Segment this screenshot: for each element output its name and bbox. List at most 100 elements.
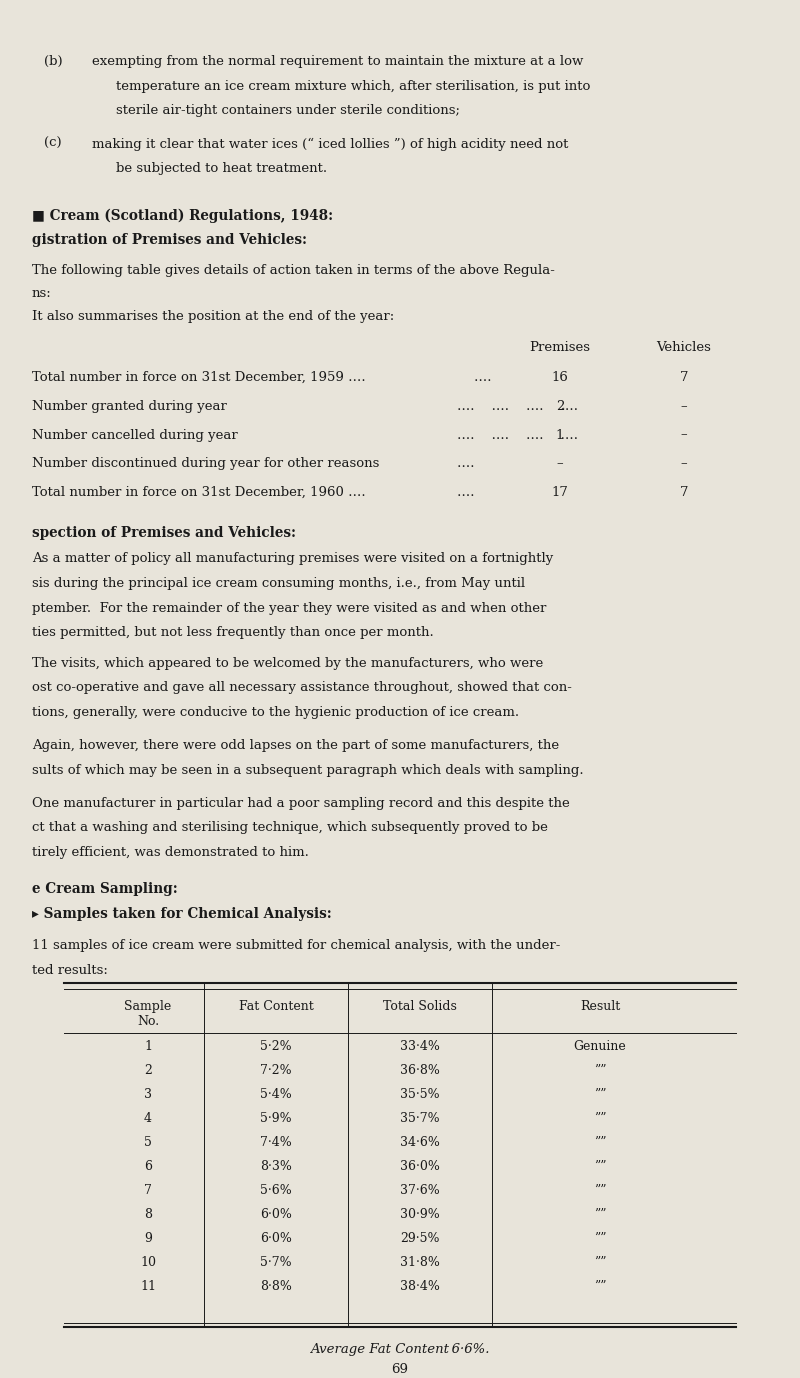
Text: One manufacturer in particular had a poor sampling record and this despite the: One manufacturer in particular had a poo… bbox=[32, 796, 570, 810]
Text: Total number in force on 31st December, 1959 ….: Total number in force on 31st December, … bbox=[32, 371, 366, 384]
Text: 34·6%: 34·6% bbox=[400, 1135, 440, 1149]
Text: e Cream Sampling:: e Cream Sampling: bbox=[32, 882, 178, 896]
Text: ””: ”” bbox=[594, 1112, 606, 1124]
Text: ▸ Samples taken for Chemical Analysis:: ▸ Samples taken for Chemical Analysis: bbox=[32, 907, 332, 921]
Text: sis during the principal ice cream consuming months, i.e., from May until: sis during the principal ice cream consu… bbox=[32, 577, 525, 590]
Text: making it clear that water ices (“ iced lollies ”) of high acidity need not: making it clear that water ices (“ iced … bbox=[92, 138, 568, 150]
Text: ….: …. bbox=[440, 371, 491, 384]
Text: It also summarises the position at the end of the year:: It also summarises the position at the e… bbox=[32, 310, 394, 324]
Text: 5·4%: 5·4% bbox=[260, 1087, 292, 1101]
Text: 6·0%: 6·0% bbox=[260, 1209, 292, 1221]
Text: (b): (b) bbox=[44, 55, 62, 68]
Text: –: – bbox=[557, 457, 563, 470]
Text: 36·0%: 36·0% bbox=[400, 1160, 440, 1173]
Text: ””: ”” bbox=[594, 1160, 606, 1173]
Text: Premises: Premises bbox=[530, 340, 590, 354]
Text: –: – bbox=[681, 429, 687, 441]
Text: 38·4%: 38·4% bbox=[400, 1280, 440, 1293]
Text: 29·5%: 29·5% bbox=[400, 1232, 440, 1244]
Text: The following table gives details of action taken in terms of the above Regula-: The following table gives details of act… bbox=[32, 263, 555, 277]
Text: ””: ”” bbox=[594, 1280, 606, 1293]
Text: ted results:: ted results: bbox=[32, 965, 108, 977]
Text: Average Fat Content 6·6%.: Average Fat Content 6·6%. bbox=[310, 1344, 490, 1356]
Text: be subjected to heat treatment.: be subjected to heat treatment. bbox=[116, 163, 327, 175]
Text: 37·6%: 37·6% bbox=[400, 1184, 440, 1197]
Text: Again, however, there were odd lapses on the part of some manufacturers, the: Again, however, there were odd lapses on… bbox=[32, 739, 559, 752]
Text: exempting from the normal requirement to maintain the mixture at a low: exempting from the normal requirement to… bbox=[92, 55, 583, 68]
Text: 4: 4 bbox=[144, 1112, 152, 1124]
Text: ties permitted, but not less frequently than once per month.: ties permitted, but not less frequently … bbox=[32, 627, 434, 639]
Text: 5·2%: 5·2% bbox=[260, 1040, 292, 1053]
Text: Number granted during year: Number granted during year bbox=[32, 400, 227, 412]
Text: As a matter of policy all manufacturing premises were visited on a fortnightly: As a matter of policy all manufacturing … bbox=[32, 553, 554, 565]
Text: 5: 5 bbox=[144, 1135, 152, 1149]
Text: –: – bbox=[681, 400, 687, 412]
Text: 9: 9 bbox=[144, 1232, 152, 1244]
Text: 33·4%: 33·4% bbox=[400, 1040, 440, 1053]
Text: 2: 2 bbox=[556, 400, 564, 412]
Text: sults of which may be seen in a subsequent paragraph which deals with sampling.: sults of which may be seen in a subseque… bbox=[32, 763, 584, 777]
Text: ns:: ns: bbox=[32, 287, 52, 300]
Text: –: – bbox=[681, 457, 687, 470]
Text: ptember.  For the remainder of the year they were visited as and when other: ptember. For the remainder of the year t… bbox=[32, 602, 546, 615]
Text: 31·8%: 31·8% bbox=[400, 1257, 440, 1269]
Text: 30·9%: 30·9% bbox=[400, 1209, 440, 1221]
Text: 69: 69 bbox=[391, 1363, 409, 1375]
Text: (c): (c) bbox=[44, 138, 62, 150]
Text: 8: 8 bbox=[144, 1209, 152, 1221]
Text: ””: ”” bbox=[594, 1257, 606, 1269]
Text: ost co-operative and gave all necessary assistance throughout, showed that con-: ost co-operative and gave all necessary … bbox=[32, 681, 572, 695]
Text: tions, generally, were conducive to the hygienic production of ice cream.: tions, generally, were conducive to the … bbox=[32, 706, 519, 719]
Text: Total Solids: Total Solids bbox=[383, 1000, 457, 1013]
Text: 16: 16 bbox=[551, 371, 569, 384]
Text: 1: 1 bbox=[556, 429, 564, 441]
Text: ””: ”” bbox=[594, 1209, 606, 1221]
Text: 17: 17 bbox=[551, 486, 569, 499]
Text: The visits, which appeared to be welcomed by the manufacturers, who were: The visits, which appeared to be welcome… bbox=[32, 656, 543, 670]
Text: Fat Content: Fat Content bbox=[238, 1000, 314, 1013]
Text: 5·6%: 5·6% bbox=[260, 1184, 292, 1197]
Text: 1: 1 bbox=[144, 1040, 152, 1053]
Text: ….    ….    ….    ….: …. …. …. …. bbox=[440, 429, 578, 441]
Text: 7: 7 bbox=[680, 371, 688, 384]
Text: 11: 11 bbox=[140, 1280, 156, 1293]
Text: 7: 7 bbox=[680, 486, 688, 499]
Text: 8·8%: 8·8% bbox=[260, 1280, 292, 1293]
Text: Number discontinued during year for other reasons: Number discontinued during year for othe… bbox=[32, 457, 379, 470]
Text: 35·5%: 35·5% bbox=[400, 1087, 440, 1101]
Text: 6: 6 bbox=[144, 1160, 152, 1173]
Text: spection of Premises and Vehicles:: spection of Premises and Vehicles: bbox=[32, 526, 296, 540]
Text: 2: 2 bbox=[144, 1064, 152, 1076]
Text: ””: ”” bbox=[594, 1232, 606, 1244]
Text: Vehicles: Vehicles bbox=[657, 340, 711, 354]
Text: 7·4%: 7·4% bbox=[260, 1135, 292, 1149]
Text: ””: ”” bbox=[594, 1087, 606, 1101]
Text: ””: ”” bbox=[594, 1184, 606, 1197]
Text: 10: 10 bbox=[140, 1257, 156, 1269]
Text: ■ Cream (Scotland) Regulations, 1948:: ■ Cream (Scotland) Regulations, 1948: bbox=[32, 209, 333, 223]
Text: ….    ….    ….    ….: …. …. …. …. bbox=[440, 400, 578, 412]
Text: Total number in force on 31st December, 1960 ….: Total number in force on 31st December, … bbox=[32, 486, 366, 499]
Text: gistration of Premises and Vehicles:: gistration of Premises and Vehicles: bbox=[32, 233, 307, 248]
Text: 7·2%: 7·2% bbox=[260, 1064, 292, 1076]
Text: Result: Result bbox=[580, 1000, 620, 1013]
Text: 35·7%: 35·7% bbox=[400, 1112, 440, 1124]
Text: ””: ”” bbox=[594, 1064, 606, 1076]
Text: 8·3%: 8·3% bbox=[260, 1160, 292, 1173]
Text: 6·0%: 6·0% bbox=[260, 1232, 292, 1244]
Text: sterile air-tight containers under sterile conditions;: sterile air-tight containers under steri… bbox=[116, 105, 460, 117]
Text: 7: 7 bbox=[144, 1184, 152, 1197]
Text: temperature an ice cream mixture which, after sterilisation, is put into: temperature an ice cream mixture which, … bbox=[116, 80, 590, 92]
Text: 5·7%: 5·7% bbox=[260, 1257, 292, 1269]
Text: ….: …. bbox=[440, 457, 474, 470]
Text: Number cancelled during year: Number cancelled during year bbox=[32, 429, 238, 441]
Text: Genuine: Genuine bbox=[574, 1040, 626, 1053]
Text: ””: ”” bbox=[594, 1135, 606, 1149]
Text: 3: 3 bbox=[144, 1087, 152, 1101]
Text: ….: …. bbox=[440, 486, 474, 499]
Text: tirely efficient, was demonstrated to him.: tirely efficient, was demonstrated to hi… bbox=[32, 846, 309, 858]
Text: 11 samples of ice cream were submitted for chemical analysis, with the under-: 11 samples of ice cream were submitted f… bbox=[32, 940, 560, 952]
Text: 36·8%: 36·8% bbox=[400, 1064, 440, 1076]
Text: 5·9%: 5·9% bbox=[260, 1112, 292, 1124]
Text: ct that a washing and sterilising technique, which subsequently proved to be: ct that a washing and sterilising techni… bbox=[32, 821, 548, 834]
